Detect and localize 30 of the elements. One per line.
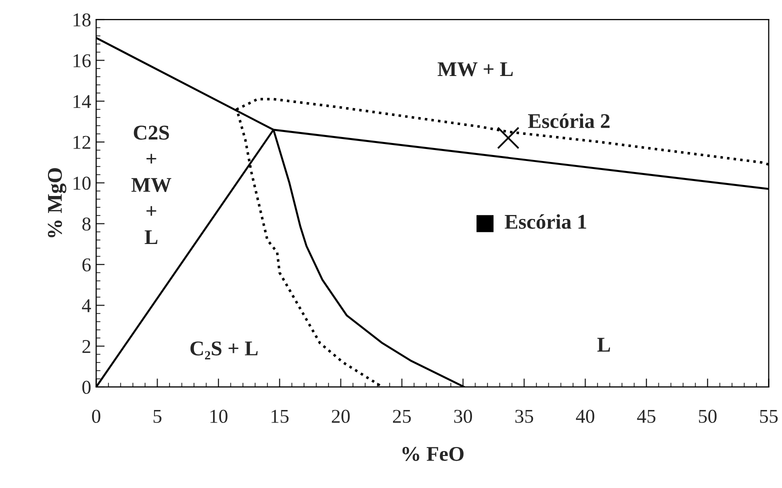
x-tick-label: 20 (332, 410, 350, 423)
y-tick-label: 14 (74, 95, 92, 108)
y-tick-label: 6 (82, 258, 91, 272)
annotation: L (597, 338, 610, 352)
annotation: C2S + MW + L (131, 126, 172, 244)
y-tick-label: 10 (74, 176, 91, 190)
annotation: C₂S + L (190, 341, 258, 360)
y-tick-label: 4 (82, 299, 92, 312)
y-tick-label: 0 (82, 380, 91, 394)
series-label: Escória 1 (504, 214, 586, 229)
x-tick-label: 50 (698, 410, 717, 423)
x-tick-label: 15 (272, 410, 289, 423)
y-tick-label: 12 (74, 136, 90, 149)
x-tick-label: 10 (210, 410, 228, 423)
x-tick-label: 0 (92, 410, 100, 423)
y-axis-title: % MgO (48, 168, 66, 238)
x-tick-label: 40 (576, 410, 594, 423)
x-tick-label: 55 (760, 410, 778, 423)
y-tick-label: 16 (74, 54, 91, 68)
series-label: Escória 2 (528, 113, 610, 128)
annotation: MW + L (438, 62, 513, 76)
x-tick-label: 30 (454, 410, 472, 423)
y-tick-label: 2 (82, 340, 90, 353)
x-axis-title: % FeO (402, 446, 464, 462)
x-tick-label: 5 (154, 410, 162, 423)
x-tick-label: 35 (515, 410, 534, 423)
y-tick-label: 8 (82, 217, 91, 231)
x-tick-label: 25 (393, 410, 411, 423)
y-tick-label: 18 (74, 13, 91, 26)
x-tick-label: 45 (637, 410, 656, 423)
